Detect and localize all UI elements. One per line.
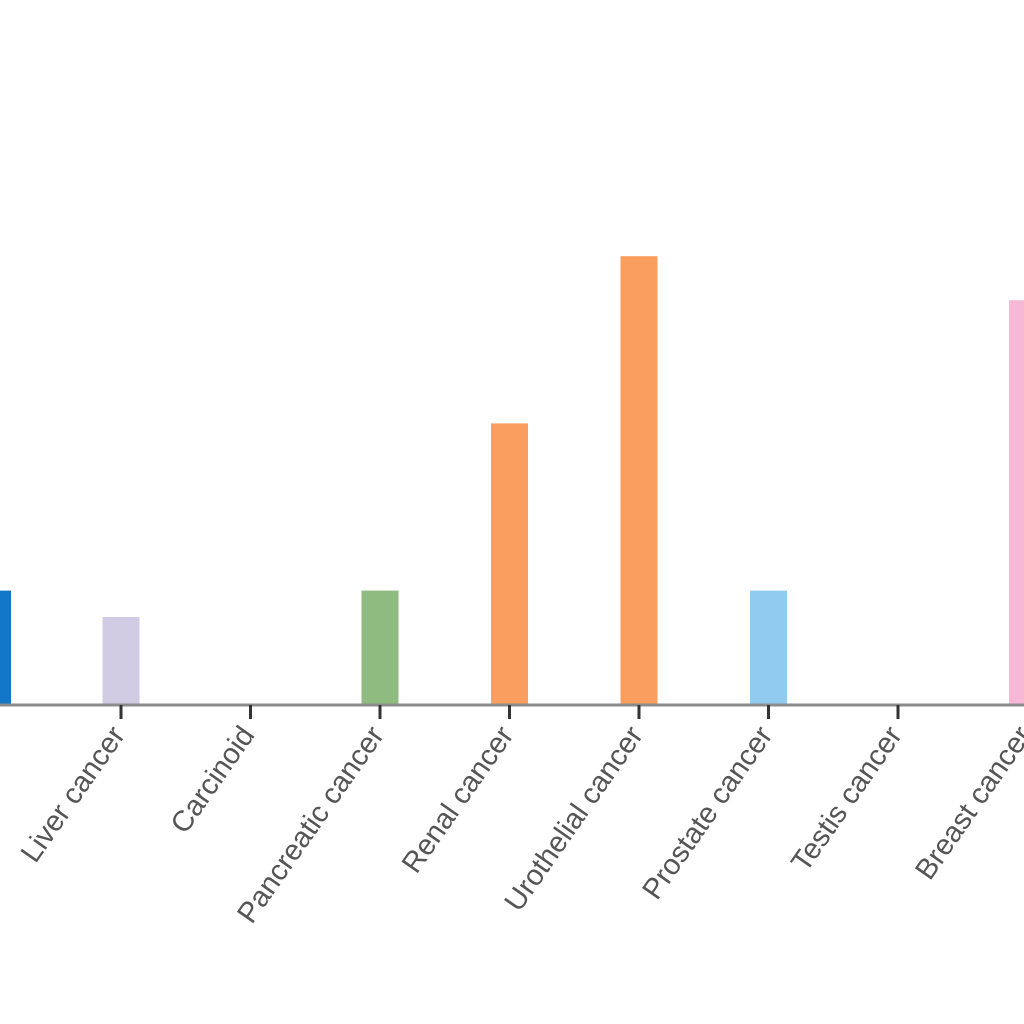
tick-label-pancreatic-cancer: Pancreatic cancer (231, 720, 391, 929)
tick-label-prostate-cancer: Prostate cancer (637, 720, 780, 905)
tick-label-carcinoid: Carcinoid (165, 721, 261, 840)
bar-partial-left (0, 590, 11, 705)
bar-pancreatic-cancer (361, 590, 399, 705)
bars-group (0, 256, 1024, 705)
tick-label-liver-cancer: Liver cancer (15, 720, 132, 868)
tick-label-breast-cancer: Breast cancer (909, 720, 1024, 885)
x-ticks-group (119, 705, 900, 719)
tick-label-renal-cancer: Renal cancer (396, 720, 520, 879)
tick-label-testis-cancer: Testis cancer (785, 720, 908, 877)
bar-prostate-cancer (750, 590, 787, 705)
bar-renal-cancer (491, 423, 528, 705)
tick-label-urothelial-cancer: Urothelial cancer (499, 720, 650, 917)
bar-breast-cancer (1009, 300, 1024, 705)
bar-liver-cancer (102, 617, 140, 705)
bar-urothelial-cancer (620, 256, 658, 705)
